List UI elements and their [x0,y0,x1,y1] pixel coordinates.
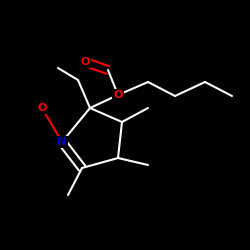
Text: N: N [58,137,66,147]
Text: O: O [113,90,123,100]
Text: O: O [37,103,47,113]
Text: O: O [80,57,90,67]
